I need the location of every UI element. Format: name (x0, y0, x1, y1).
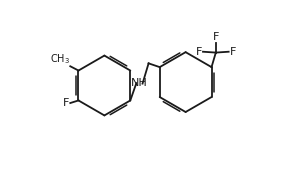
Text: F: F (229, 47, 236, 57)
Text: F: F (213, 32, 219, 42)
Text: CH$_3$: CH$_3$ (49, 52, 70, 65)
Text: F: F (63, 98, 69, 108)
Text: F: F (196, 47, 202, 57)
Text: NH: NH (131, 78, 148, 88)
